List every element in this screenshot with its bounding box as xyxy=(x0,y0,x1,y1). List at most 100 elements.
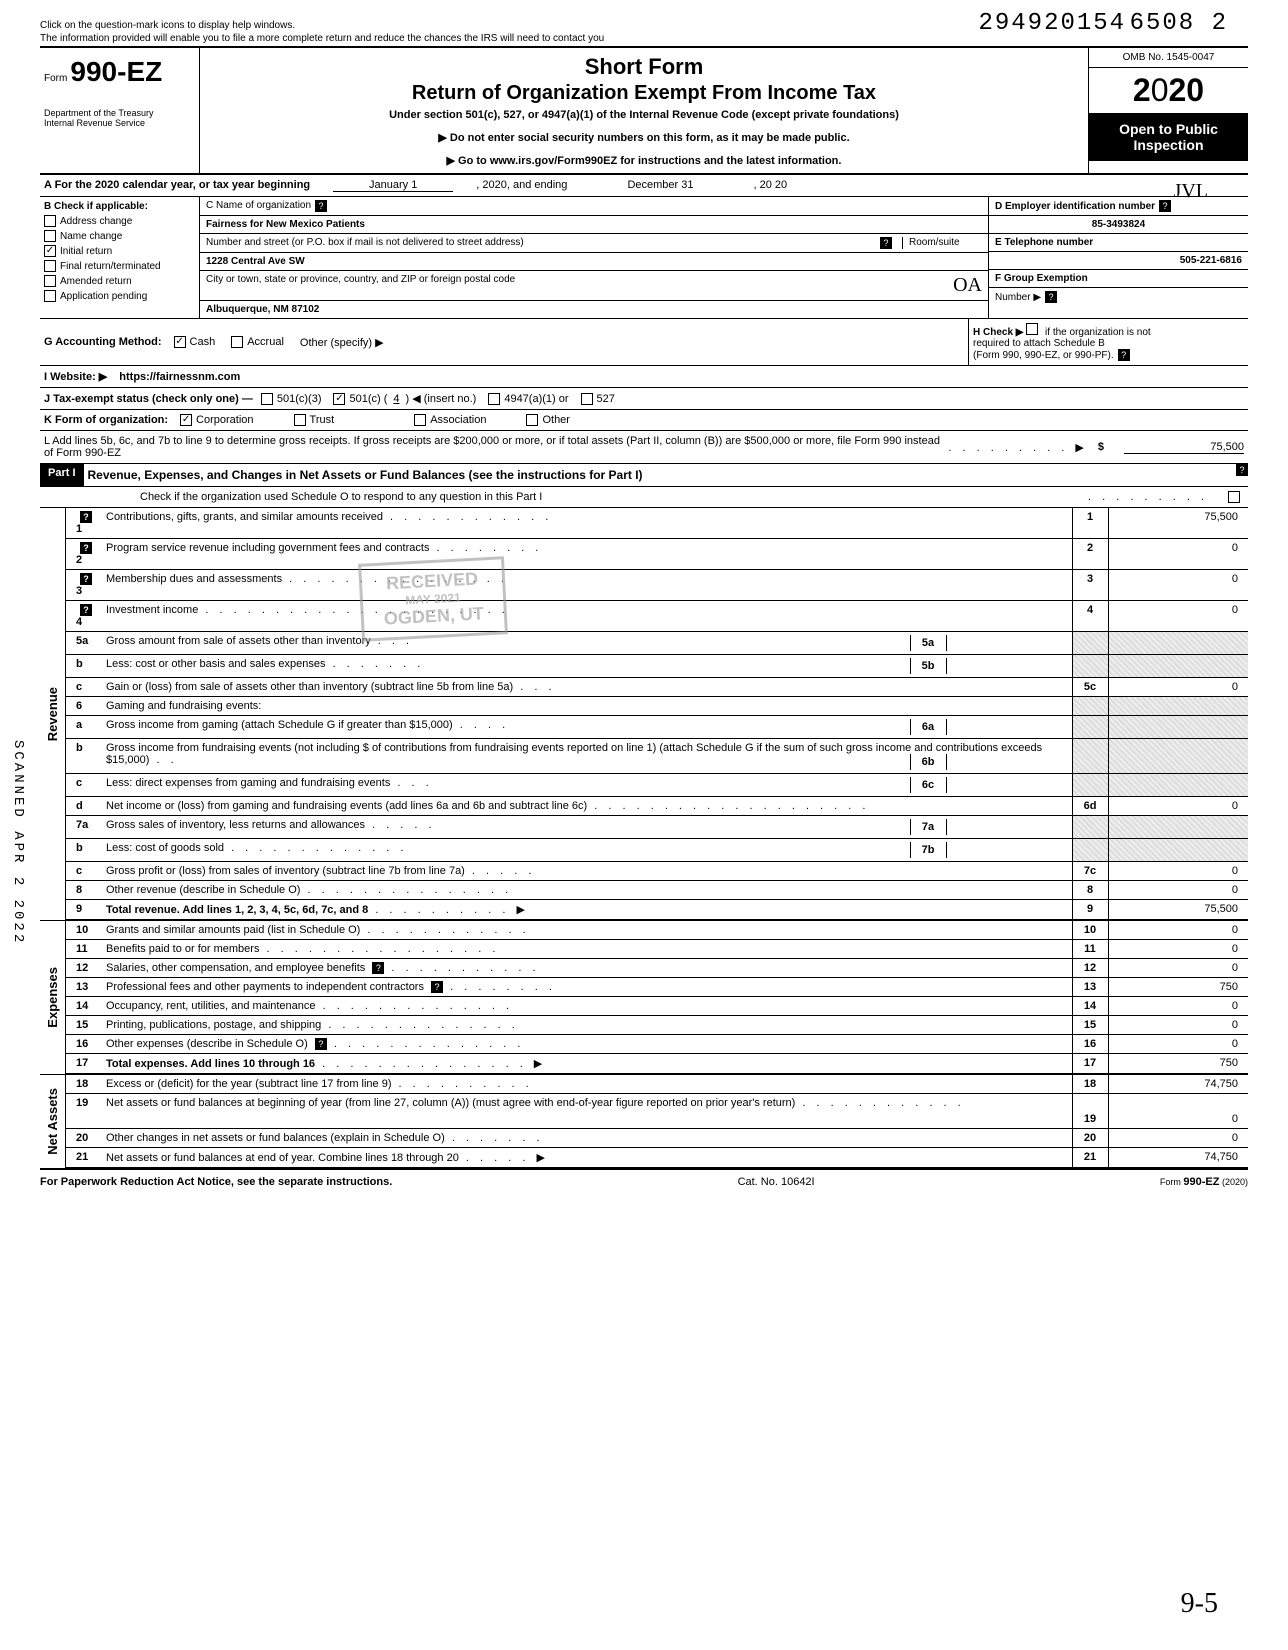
line14-amt: 0 xyxy=(1108,997,1248,1016)
line10-amt: 0 xyxy=(1108,921,1248,940)
line19-amt: 0 xyxy=(1232,1113,1238,1125)
part1-header: Part I Revenue, Expenses, and Changes in… xyxy=(40,464,1248,487)
dln-number: 294920154 6508 2 xyxy=(978,10,1228,37)
line15-amt: 0 xyxy=(1108,1016,1248,1035)
form-number: 990-EZ xyxy=(70,56,162,87)
open-public-1: Open to Public xyxy=(1093,121,1244,137)
omb-number: OMB No. 1545-0047 xyxy=(1089,48,1248,68)
addr-label: Number and street (or P.O. box if mail i… xyxy=(206,237,876,249)
line3-desc: Membership dues and assessments . . . . … xyxy=(100,570,1072,601)
help-icon[interactable]: ? xyxy=(80,542,92,554)
line5c-desc: Gain or (loss) from sale of assets other… xyxy=(100,678,1072,697)
open-public-2: Inspection xyxy=(1093,137,1244,153)
website-note: ▶ Go to www.irs.gov/Form990EZ for instru… xyxy=(212,154,1076,167)
page-footer: For Paperwork Reduction Act Notice, see … xyxy=(40,1170,1248,1188)
cb-appending[interactable] xyxy=(44,290,56,302)
line5a-desc: Gross amount from sale of assets other t… xyxy=(100,632,1072,655)
line5c-amt: 0 xyxy=(1108,678,1248,697)
cb-assoc[interactable] xyxy=(414,414,426,426)
cb-schedule-b[interactable] xyxy=(1026,323,1038,335)
dept-treasury: Department of the Treasury Internal Reve… xyxy=(44,108,195,128)
help-icon[interactable]: ? xyxy=(315,1038,327,1050)
line7c-amt: 0 xyxy=(1108,862,1248,881)
line1-desc: Contributions, gifts, grants, and simila… xyxy=(100,508,1072,539)
netassets-section: Net Assets 18Excess or (deficit) for the… xyxy=(40,1075,1248,1170)
line12-desc: Salaries, other compensation, and employ… xyxy=(100,959,1072,978)
line7b-desc: Less: cost of goods sold . . . . . . . .… xyxy=(100,839,1072,862)
form-label: Form xyxy=(44,73,67,84)
help-icon[interactable]: ? xyxy=(431,981,443,993)
help-icon[interactable]: ? xyxy=(315,200,327,212)
cb-schedule-o[interactable] xyxy=(1228,491,1240,503)
cb-name-change[interactable] xyxy=(44,230,56,242)
line16-desc: Other expenses (describe in Schedule O) … xyxy=(100,1035,1072,1054)
line2-amt: 0 xyxy=(1108,539,1248,570)
line6-desc: Gaming and fundraising events: xyxy=(100,697,1072,716)
cb-501c[interactable] xyxy=(333,393,345,405)
line18-desc: Excess or (deficit) for the year (subtra… xyxy=(100,1075,1072,1094)
cb-address-change[interactable] xyxy=(44,215,56,227)
line6d-desc: Net income or (loss) from gaming and fun… xyxy=(100,797,1072,816)
line6b-desc: Gross income from fundraising events (no… xyxy=(100,739,1072,774)
cb-527[interactable] xyxy=(581,393,593,405)
phone-value: 505-221-6816 xyxy=(1180,255,1242,266)
cb-accrual[interactable] xyxy=(231,336,243,348)
h-label: H Check ▶ xyxy=(973,327,1023,338)
help-icon[interactable]: ? xyxy=(880,237,892,249)
subtitle: Under section 501(c), 527, or 4947(a)(1)… xyxy=(212,109,1076,121)
accounting-other: Other (specify) ▶ xyxy=(300,336,384,349)
row-a-tax-year: A For the 2020 calendar year, or tax yea… xyxy=(40,175,1248,197)
cb-501c3[interactable] xyxy=(261,393,273,405)
cb-final-return[interactable] xyxy=(44,260,56,272)
help-icon[interactable]: ? xyxy=(1236,464,1248,476)
room-label: Room/suite xyxy=(902,237,982,249)
schedule-o-note: Check if the organization used Schedule … xyxy=(140,491,1088,503)
line17-amt: 750 xyxy=(1108,1054,1248,1074)
help-icon[interactable]: ? xyxy=(1159,200,1171,212)
line4-desc: Investment income . . . . . . . . . . . … xyxy=(100,601,1072,632)
cb-corp[interactable] xyxy=(180,414,192,426)
line15-desc: Printing, publications, postage, and shi… xyxy=(100,1016,1072,1035)
handwrite-95: 9-5 xyxy=(1181,1588,1218,1620)
help-icon[interactable]: ? xyxy=(1118,349,1130,361)
help-icon[interactable]: ? xyxy=(80,604,92,616)
cb-trust[interactable] xyxy=(294,414,306,426)
line17-desc: Total expenses. Add lines 10 through 16 … xyxy=(100,1054,1072,1074)
cb-cash[interactable] xyxy=(174,336,186,348)
help-icon[interactable]: ? xyxy=(372,962,384,974)
line9-desc: Total revenue. Add lines 1, 2, 3, 4, 5c,… xyxy=(100,900,1072,920)
line20-desc: Other changes in net assets or fund bala… xyxy=(100,1129,1072,1148)
line13-amt: 750 xyxy=(1108,978,1248,997)
line16-amt: 0 xyxy=(1108,1035,1248,1054)
title-short-form: Short Form xyxy=(212,54,1076,80)
line7a-desc: Gross sales of inventory, less returns a… xyxy=(100,816,1072,839)
cb-amended[interactable] xyxy=(44,275,56,287)
org-name: Fairness for New Mexico Patients xyxy=(206,219,365,230)
h-text3: (Form 990, 990-EZ, or 990-PF). xyxy=(973,350,1114,361)
group-exemption-label: F Group Exemption xyxy=(995,273,1088,284)
line1-amt: 75,500 xyxy=(1108,508,1248,539)
line8-desc: Other revenue (describe in Schedule O) .… xyxy=(100,881,1072,900)
tax-status-label: J Tax-exempt status (check only one) — xyxy=(44,393,253,405)
h-text2: required to attach Schedule B xyxy=(973,338,1244,349)
entity-info-grid: B Check if applicable: Address change Na… xyxy=(40,197,1248,319)
help-icon[interactable]: ? xyxy=(80,511,92,523)
cb-other-org[interactable] xyxy=(526,414,538,426)
expenses-section: Expenses 10Grants and similar amounts pa… xyxy=(40,921,1248,1075)
line-l-text: L Add lines 5b, 6c, and 7b to line 9 to … xyxy=(44,435,948,459)
accounting-method-label: G Accounting Method: xyxy=(44,336,162,348)
help-icon[interactable]: ? xyxy=(1045,291,1057,303)
ssn-note: ▶ Do not enter social security numbers o… xyxy=(212,131,1076,144)
line11-amt: 0 xyxy=(1108,940,1248,959)
help-icon[interactable]: ? xyxy=(80,573,92,585)
expenses-label: Expenses xyxy=(45,967,60,1028)
line2-desc: Program service revenue including govern… xyxy=(100,539,1072,570)
line11-desc: Benefits paid to or for members . . . . … xyxy=(100,940,1072,959)
cb-initial-return[interactable] xyxy=(44,245,56,257)
city-value: Albuquerque, NM 87102 xyxy=(206,304,319,315)
form-header: Form 990-EZ Department of the Treasury I… xyxy=(40,46,1248,175)
revenue-label: Revenue xyxy=(45,687,60,741)
line20-amt: 0 xyxy=(1108,1129,1248,1148)
cb-4947[interactable] xyxy=(488,393,500,405)
gross-receipts: 75,500 xyxy=(1124,441,1244,454)
